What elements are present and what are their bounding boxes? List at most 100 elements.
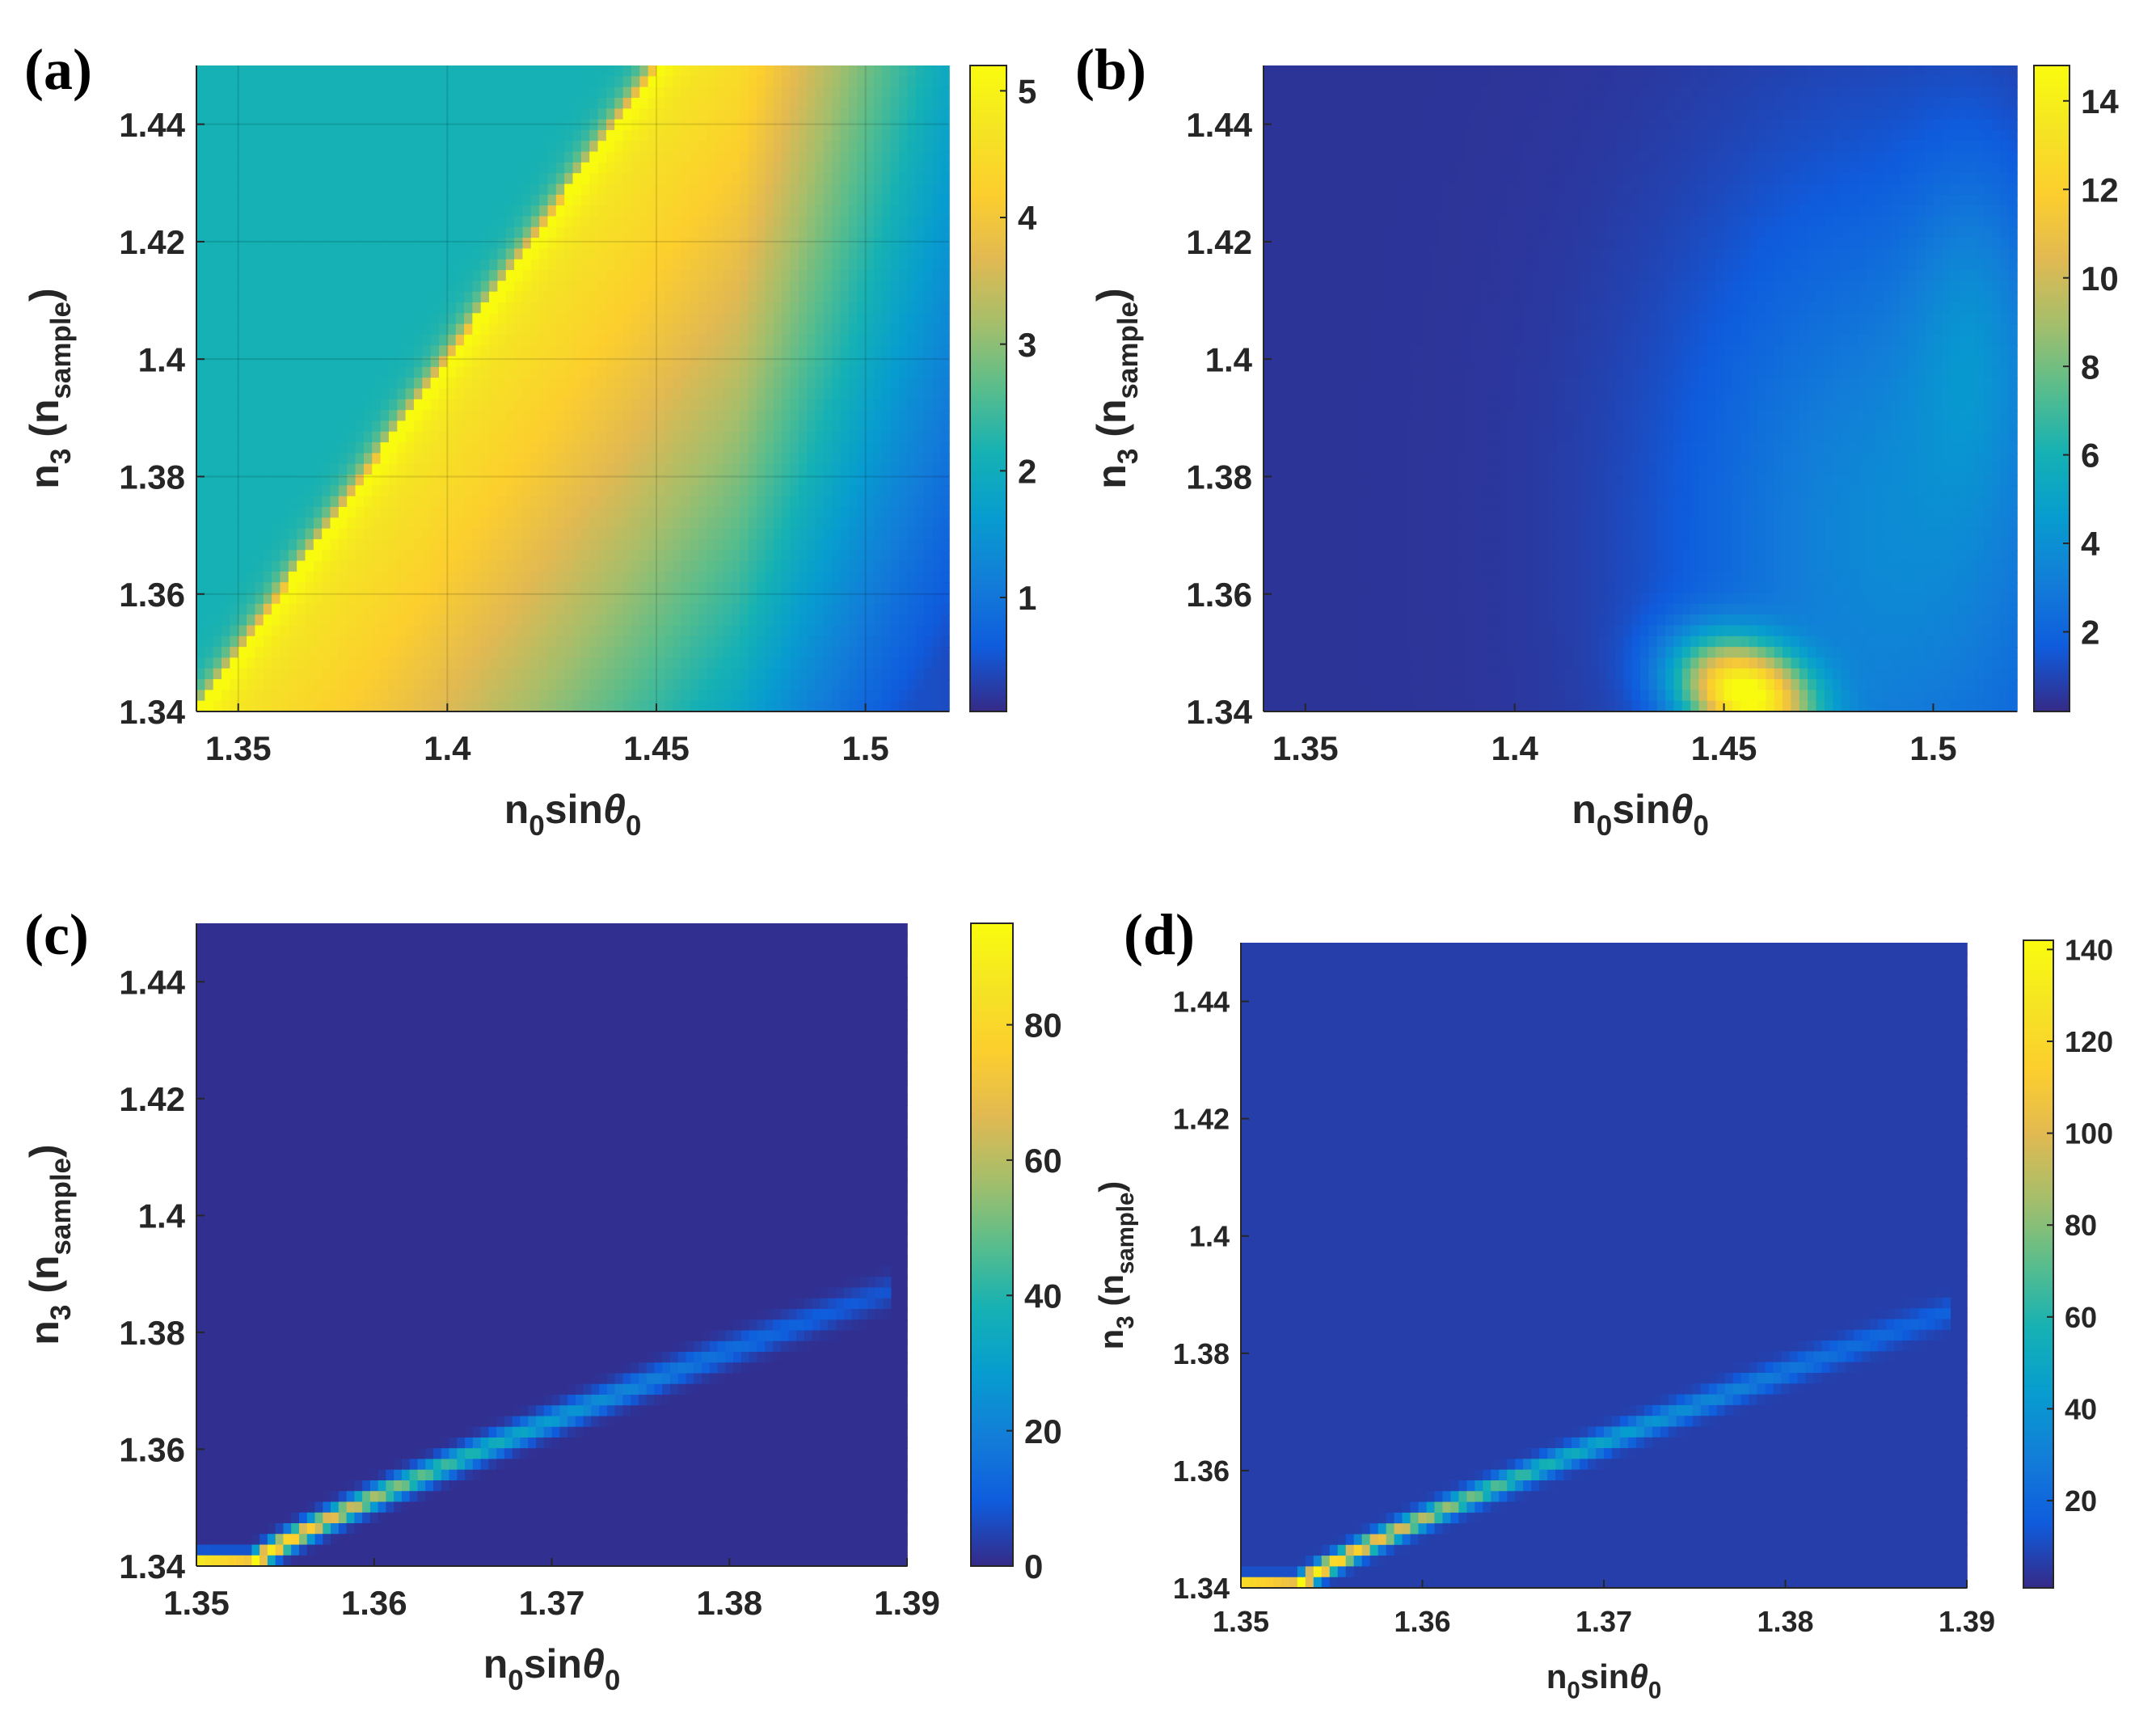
heatmap-cell bbox=[589, 432, 598, 443]
heatmap-cell bbox=[631, 442, 640, 454]
heatmap-cell bbox=[690, 130, 698, 141]
heatmap-cell bbox=[690, 420, 698, 432]
heatmap-cell bbox=[481, 260, 490, 271]
heatmap-cell bbox=[389, 227, 398, 239]
heatmap-cell bbox=[606, 173, 615, 184]
heatmap-cell bbox=[815, 281, 824, 292]
heatmap-cell bbox=[205, 65, 213, 77]
heatmap-cell bbox=[414, 216, 423, 227]
heatmap-cell bbox=[472, 378, 481, 389]
heatmap-cell bbox=[531, 496, 540, 508]
heatmap-cell bbox=[799, 496, 808, 508]
heatmap-cell bbox=[690, 281, 698, 292]
heatmap-cell bbox=[932, 205, 941, 217]
heatmap-cell bbox=[932, 152, 941, 163]
heatmap-cell bbox=[899, 76, 908, 87]
heatmap-cell bbox=[514, 496, 523, 508]
heatmap-cell bbox=[623, 507, 632, 518]
heatmap-cell bbox=[824, 517, 833, 529]
heatmap-cell bbox=[899, 292, 908, 303]
heatmap-cell bbox=[916, 270, 925, 281]
heatmap-cell bbox=[372, 248, 381, 260]
heatmap-cell bbox=[866, 184, 875, 195]
heatmap-cell bbox=[841, 378, 850, 389]
heatmap-cell bbox=[631, 98, 640, 109]
heatmap-cell bbox=[932, 517, 941, 529]
heatmap-cell bbox=[531, 173, 540, 184]
heatmap-cell bbox=[472, 76, 481, 87]
heatmap-cell bbox=[280, 76, 289, 87]
heatmap-cell bbox=[698, 270, 707, 281]
heatmap-cell bbox=[205, 410, 213, 421]
heatmap-cell bbox=[364, 205, 373, 217]
heatmap-cell bbox=[238, 517, 247, 529]
heatmap-cell bbox=[807, 378, 816, 389]
heatmap-cell bbox=[514, 324, 523, 336]
heatmap-cell bbox=[506, 260, 515, 271]
heatmap-cell bbox=[807, 248, 816, 260]
heatmap-cell bbox=[389, 464, 398, 475]
heatmap-cell bbox=[372, 399, 381, 411]
heatmap-cell bbox=[272, 507, 281, 518]
heatmap-cell bbox=[631, 270, 640, 281]
heatmap-cell bbox=[874, 345, 883, 357]
heatmap-cell bbox=[222, 345, 230, 357]
heatmap-cell bbox=[874, 216, 883, 227]
heatmap-cell bbox=[456, 292, 465, 303]
heatmap-cell bbox=[531, 335, 540, 346]
heatmap-cell bbox=[941, 281, 950, 292]
heatmap-cell bbox=[757, 98, 766, 109]
heatmap-cell bbox=[665, 120, 673, 131]
heatmap-cell bbox=[255, 517, 264, 529]
heatmap-cell bbox=[280, 227, 289, 239]
heatmap-cell bbox=[372, 313, 381, 324]
heatmap-cell bbox=[264, 345, 272, 357]
heatmap-cell bbox=[447, 120, 456, 131]
heatmap-cell bbox=[372, 120, 381, 131]
heatmap-cell bbox=[406, 65, 415, 77]
heatmap-cell bbox=[866, 324, 875, 336]
heatmap-cell bbox=[514, 378, 523, 389]
heatmap-cell bbox=[522, 367, 531, 378]
heatmap-cell bbox=[213, 302, 222, 314]
heatmap-cell bbox=[356, 345, 365, 357]
heatmap-cell bbox=[213, 389, 222, 400]
heatmap-cell bbox=[932, 227, 941, 239]
heatmap-cell bbox=[749, 270, 757, 281]
heatmap-cell bbox=[782, 485, 791, 496]
heatmap-cell bbox=[339, 517, 348, 529]
heatmap-cell bbox=[481, 464, 490, 475]
heatmap-cell bbox=[456, 195, 465, 206]
heatmap-cell bbox=[581, 195, 590, 206]
heatmap-cell bbox=[297, 432, 306, 443]
heatmap-cell bbox=[289, 378, 297, 389]
heatmap-cell bbox=[381, 195, 390, 206]
heatmap-cell bbox=[724, 313, 732, 324]
heatmap-cell bbox=[932, 120, 941, 131]
heatmap-cell bbox=[447, 227, 456, 239]
heatmap-cell bbox=[740, 130, 749, 141]
heatmap-cell bbox=[247, 302, 255, 314]
heatmap-cell bbox=[514, 195, 523, 206]
heatmap-cell bbox=[247, 539, 255, 551]
heatmap-cell bbox=[941, 464, 950, 475]
heatmap-cell bbox=[389, 453, 398, 464]
heatmap-cell bbox=[539, 65, 548, 77]
heatmap-cell bbox=[431, 238, 440, 249]
heatmap-cell bbox=[681, 302, 690, 314]
heatmap-cell bbox=[631, 184, 640, 195]
heatmap-cell bbox=[339, 205, 348, 217]
heatmap-cell bbox=[222, 517, 230, 529]
heatmap-cell bbox=[305, 65, 314, 77]
heatmap-cell bbox=[389, 378, 398, 389]
heatmap-cell bbox=[414, 152, 423, 163]
heatmap-cell bbox=[673, 248, 682, 260]
heatmap-cell bbox=[765, 367, 774, 378]
heatmap-cell bbox=[213, 324, 222, 336]
heatmap-cell bbox=[707, 120, 715, 131]
heatmap-cell bbox=[757, 399, 766, 411]
heatmap-cell bbox=[581, 453, 590, 464]
heatmap-cell bbox=[364, 248, 373, 260]
heatmap-cell bbox=[656, 410, 665, 421]
heatmap-cell bbox=[489, 313, 498, 324]
